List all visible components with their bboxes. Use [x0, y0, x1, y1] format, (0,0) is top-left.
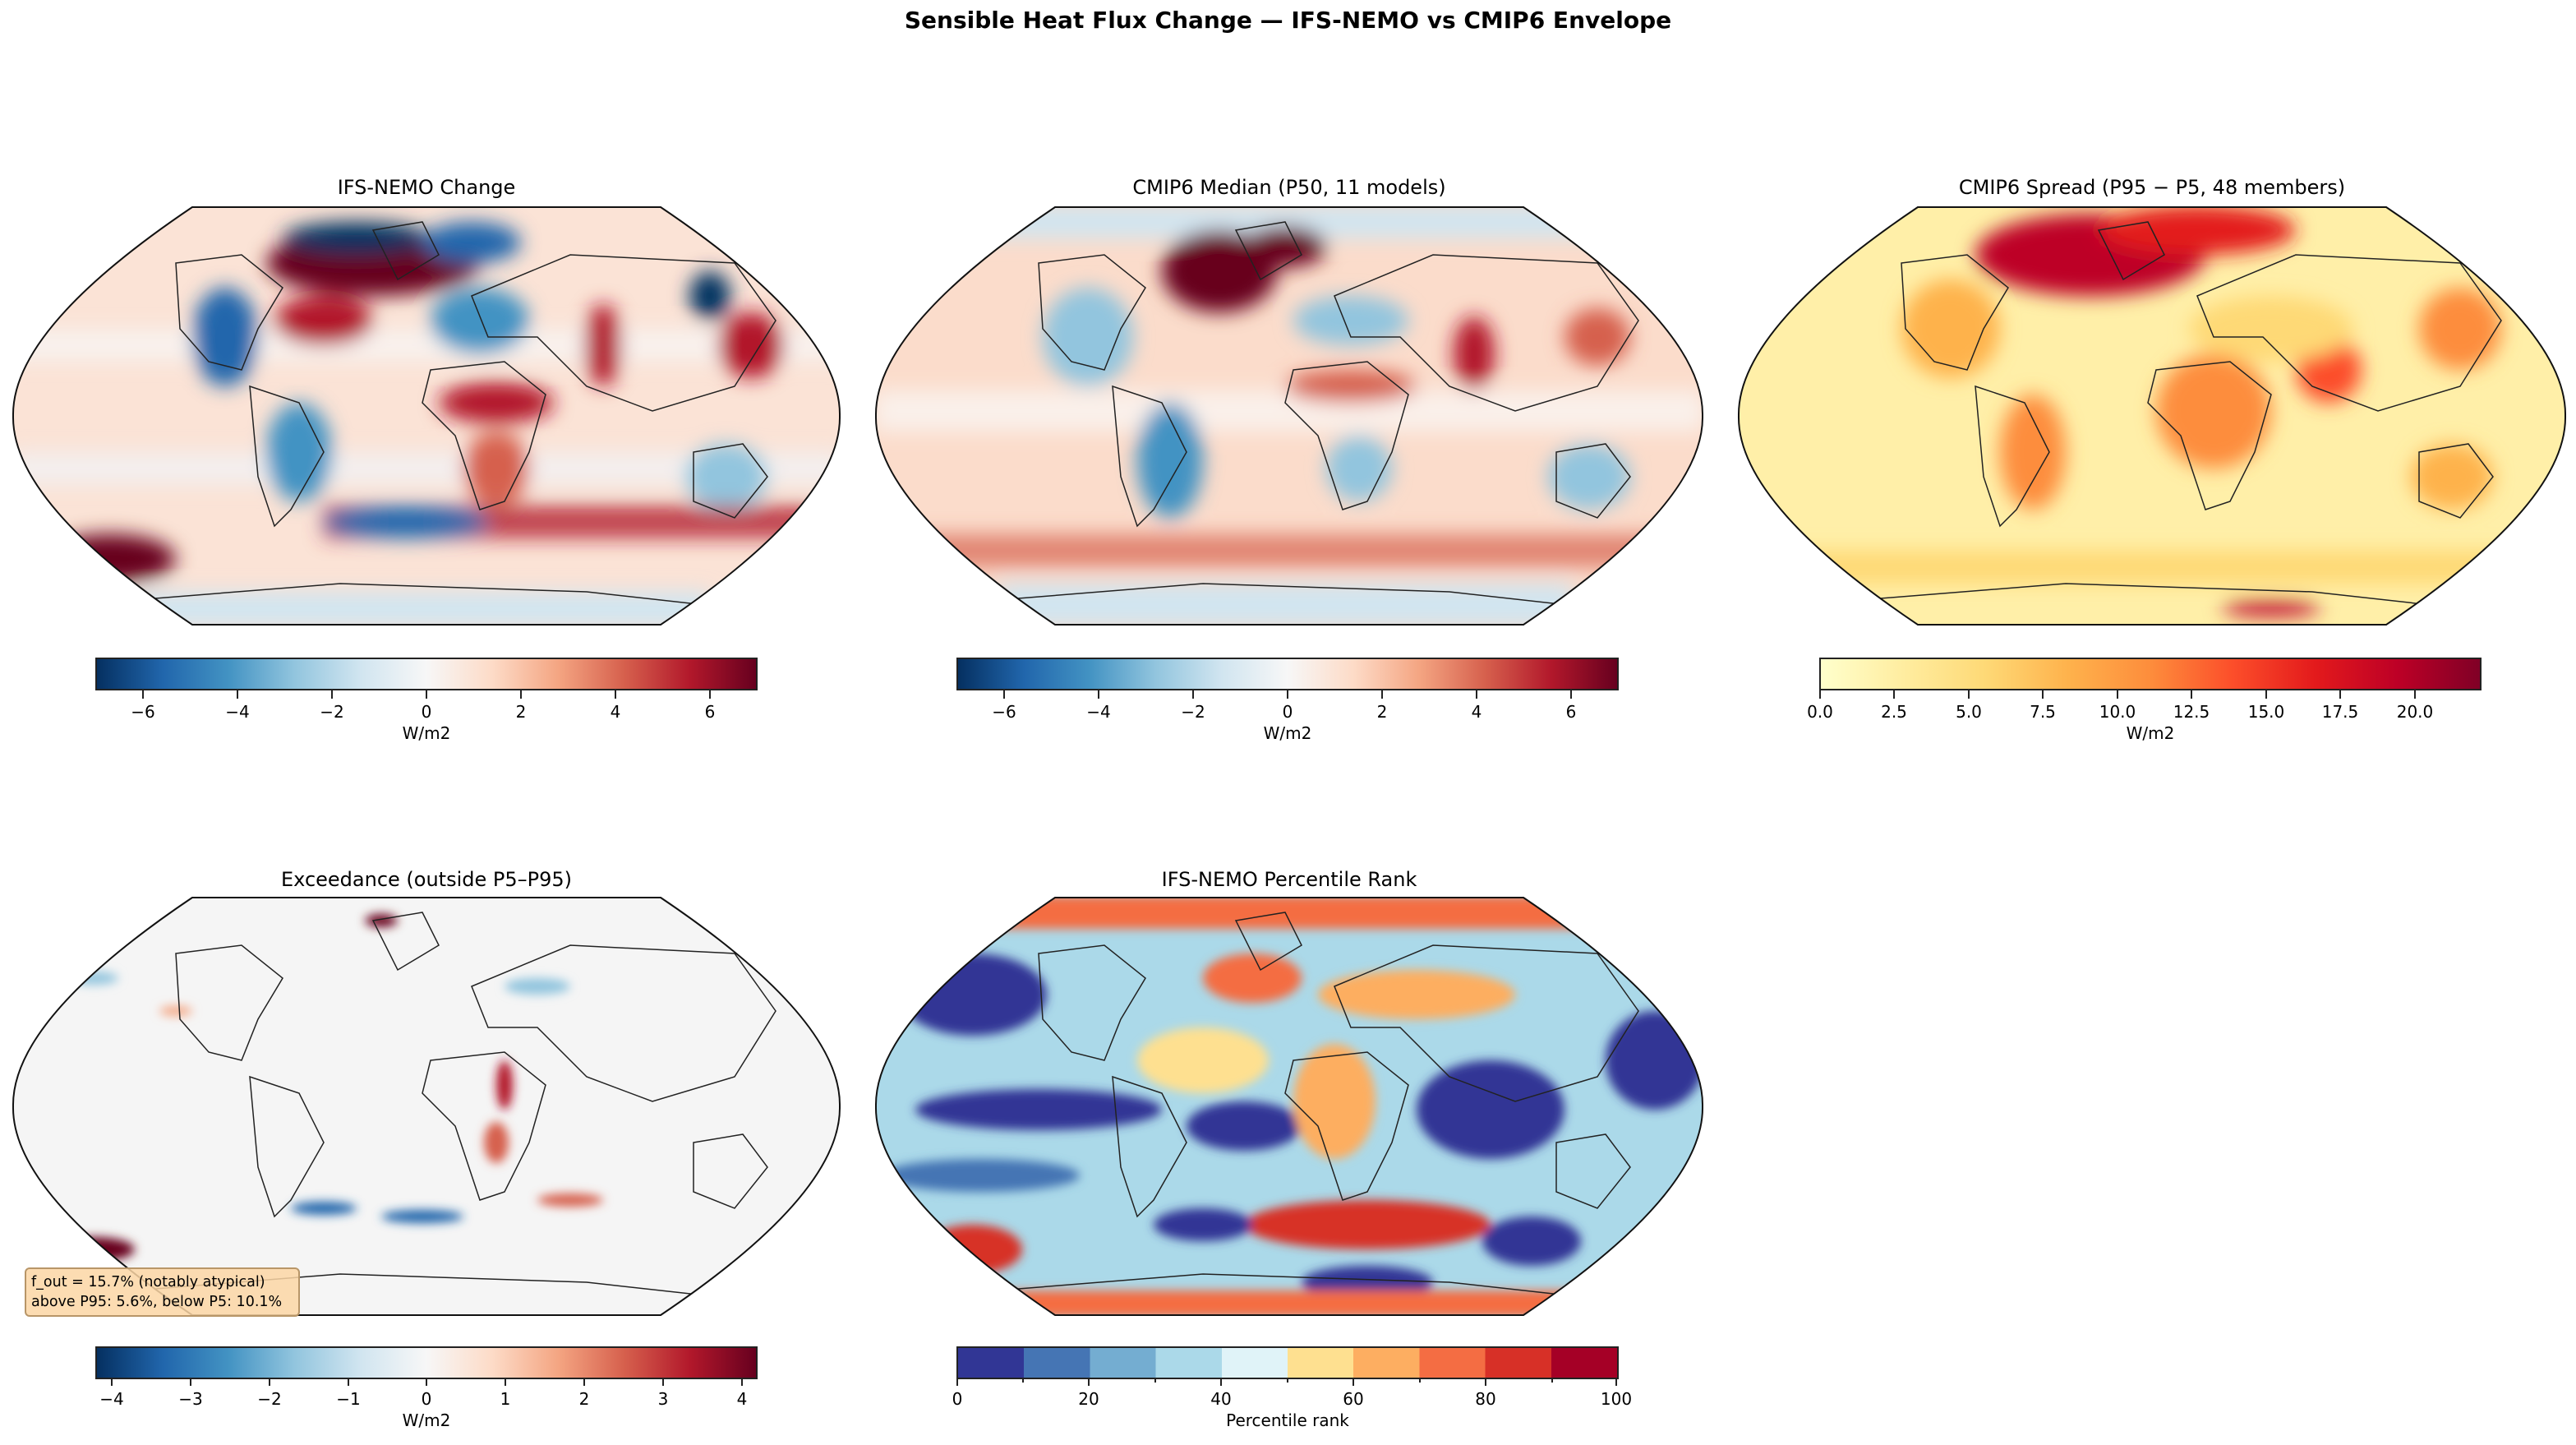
colorbar-percentile-rank [956, 1346, 1619, 1379]
colorbar-label-cmip6-median: W/m2 [1263, 723, 1312, 743]
tick-label: −2 [320, 702, 344, 722]
tick-label: −4 [99, 1389, 124, 1409]
tick-label: 15.0 [2247, 702, 2285, 722]
tick-label: 17.5 [2321, 702, 2359, 722]
tick-label: 100 [1600, 1389, 1633, 1409]
tick-label: −6 [131, 702, 155, 722]
tick-label: −3 [178, 1389, 203, 1409]
tick-label: 20.0 [2396, 702, 2434, 722]
panel-title-ifs-change: IFS-NEMO Change [337, 176, 516, 199]
tick-label: 2.5 [1881, 702, 1907, 722]
exceedance-annotation-box: f_out = 15.7% (notably atypical) above P… [25, 1267, 300, 1317]
colorbar-exceedance [95, 1346, 758, 1379]
colorbar-ticks-percentile-rank: 0 20 40 60 80 100 [952, 1378, 1632, 1410]
map-exceedance [12, 896, 841, 1317]
tick-label: 3 [657, 1389, 669, 1409]
figure-suptitle: Sensible Heat Flux Change — IFS-NEMO vs … [904, 7, 1672, 34]
tick-label: 0.0 [1807, 702, 1833, 722]
tick-label: −2 [1181, 702, 1205, 722]
tick-label: 4 [736, 1389, 748, 1409]
panel-title-exceedance: Exceedance (outside P5–P95) [281, 868, 572, 891]
tick-label: 2 [515, 702, 527, 722]
colorbar-cmip6-spread [1819, 658, 2482, 690]
tick-label: 0 [421, 1389, 432, 1409]
tick-label: 10.0 [2099, 702, 2136, 722]
colorbar-ticks-ifs-change: −6 −4 −2 0 2 4 6 [95, 690, 758, 723]
panel-title-cmip6-spread: CMIP6 Spread (P95 − P5, 48 members) [1958, 176, 2346, 199]
tick-label: 4 [1471, 702, 1482, 722]
tick-label: −6 [992, 702, 1016, 722]
colorbar-ticks-exceedance: −4 −3 −2 −1 0 1 2 3 4 [95, 1378, 758, 1410]
annotation-f-out: f_out = 15.7% (notably atypical) [31, 1274, 265, 1290]
map-cmip6-spread [1737, 205, 2567, 626]
tick-label: 40 [1210, 1389, 1232, 1409]
colorbar-label-cmip6-spread: W/m2 [2126, 723, 2175, 743]
tick-label: −2 [257, 1389, 282, 1409]
tick-label: 7.5 [2030, 702, 2056, 722]
tick-label: 6 [704, 702, 716, 722]
tick-label: −4 [1086, 702, 1111, 722]
panel-title-percentile-rank: IFS-NEMO Percentile Rank [1161, 868, 1417, 891]
tick-label: 20 [1078, 1389, 1099, 1409]
tick-label: 12.5 [2173, 702, 2210, 722]
tick-label: −1 [336, 1389, 361, 1409]
colorbar-ticks-cmip6-median: −6 −4 −2 0 2 4 6 [956, 690, 1619, 723]
tick-label: 0 [1282, 702, 1293, 722]
tick-label: 4 [610, 702, 621, 722]
tick-label: 0 [952, 1389, 963, 1409]
colorbar-cmip6-median [956, 658, 1619, 690]
tick-label: 60 [1343, 1389, 1364, 1409]
tick-label: 0 [421, 702, 432, 722]
colorbar-ticks-cmip6-spread: 0.0 2.5 5.0 7.5 10.0 12.5 15.0 17.5 20.0 [1807, 690, 2482, 723]
tick-label: 6 [1565, 702, 1577, 722]
colorbar-ifs-change [95, 658, 758, 690]
colorbar-label-ifs-change: W/m2 [402, 723, 451, 743]
tick-label: 5.0 [1956, 702, 1982, 722]
tick-label: 2 [1376, 702, 1388, 722]
tick-label: −4 [225, 702, 250, 722]
colorbar-label-percentile-rank: Percentile rank [1226, 1410, 1349, 1430]
map-percentile-rank [874, 896, 1704, 1317]
tick-label: 1 [500, 1389, 511, 1409]
tick-label: 80 [1475, 1389, 1496, 1409]
tick-label: 2 [578, 1389, 590, 1409]
panel-title-cmip6-median: CMIP6 Median (P50, 11 models) [1132, 176, 1446, 199]
map-ifs-nemo-change [12, 205, 841, 626]
annotation-above-below: above P95: 5.6%, below P5: 10.1% [31, 1294, 283, 1310]
map-cmip6-median [874, 205, 1704, 626]
colorbar-label-exceedance: W/m2 [402, 1410, 451, 1430]
